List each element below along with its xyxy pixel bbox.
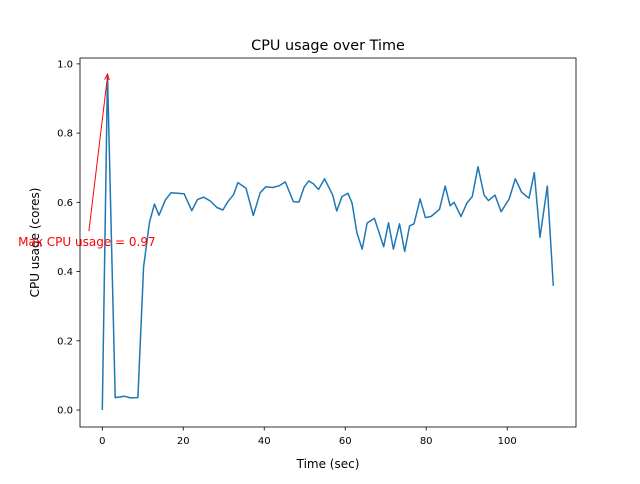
y-tick-label: 0.6: [57, 198, 73, 209]
y-axis-label: CPU usage (cores): [28, 188, 42, 298]
y-tick-label: 1.0: [57, 59, 73, 70]
x-tick-label: 20: [177, 436, 190, 447]
annotation-arrow: [88, 76, 109, 232]
x-tick-label: 60: [339, 436, 352, 447]
x-tick-label: 0: [99, 436, 105, 447]
y-tick-label: 0.4: [57, 267, 73, 278]
y-tick-label: 0.8: [57, 129, 73, 140]
y-tick-label: 0.0: [57, 406, 73, 417]
x-tick-label: 80: [420, 436, 433, 447]
arrowhead-icon: [104, 72, 110, 81]
x-tick-label: 100: [498, 436, 517, 447]
x-tick-label: 40: [258, 436, 271, 447]
x-axis: 0 20 40 60 80 100: [99, 427, 517, 447]
chart-title: CPU usage over Time: [251, 38, 405, 54]
annotation-text: Max CPU usage = 0.97: [18, 235, 155, 249]
y-tick-label: 0.2: [57, 336, 73, 347]
max-annotation: Max CPU usage = 0.97: [18, 72, 156, 249]
plot-area: [101, 73, 555, 411]
axes-frame: [79, 57, 577, 428]
cpu-usage-line: [101, 73, 555, 411]
y-axis: 0.0 0.2 0.4 0.6 0.8 1.0: [57, 59, 80, 417]
x-axis-label: Time (sec): [296, 457, 360, 471]
